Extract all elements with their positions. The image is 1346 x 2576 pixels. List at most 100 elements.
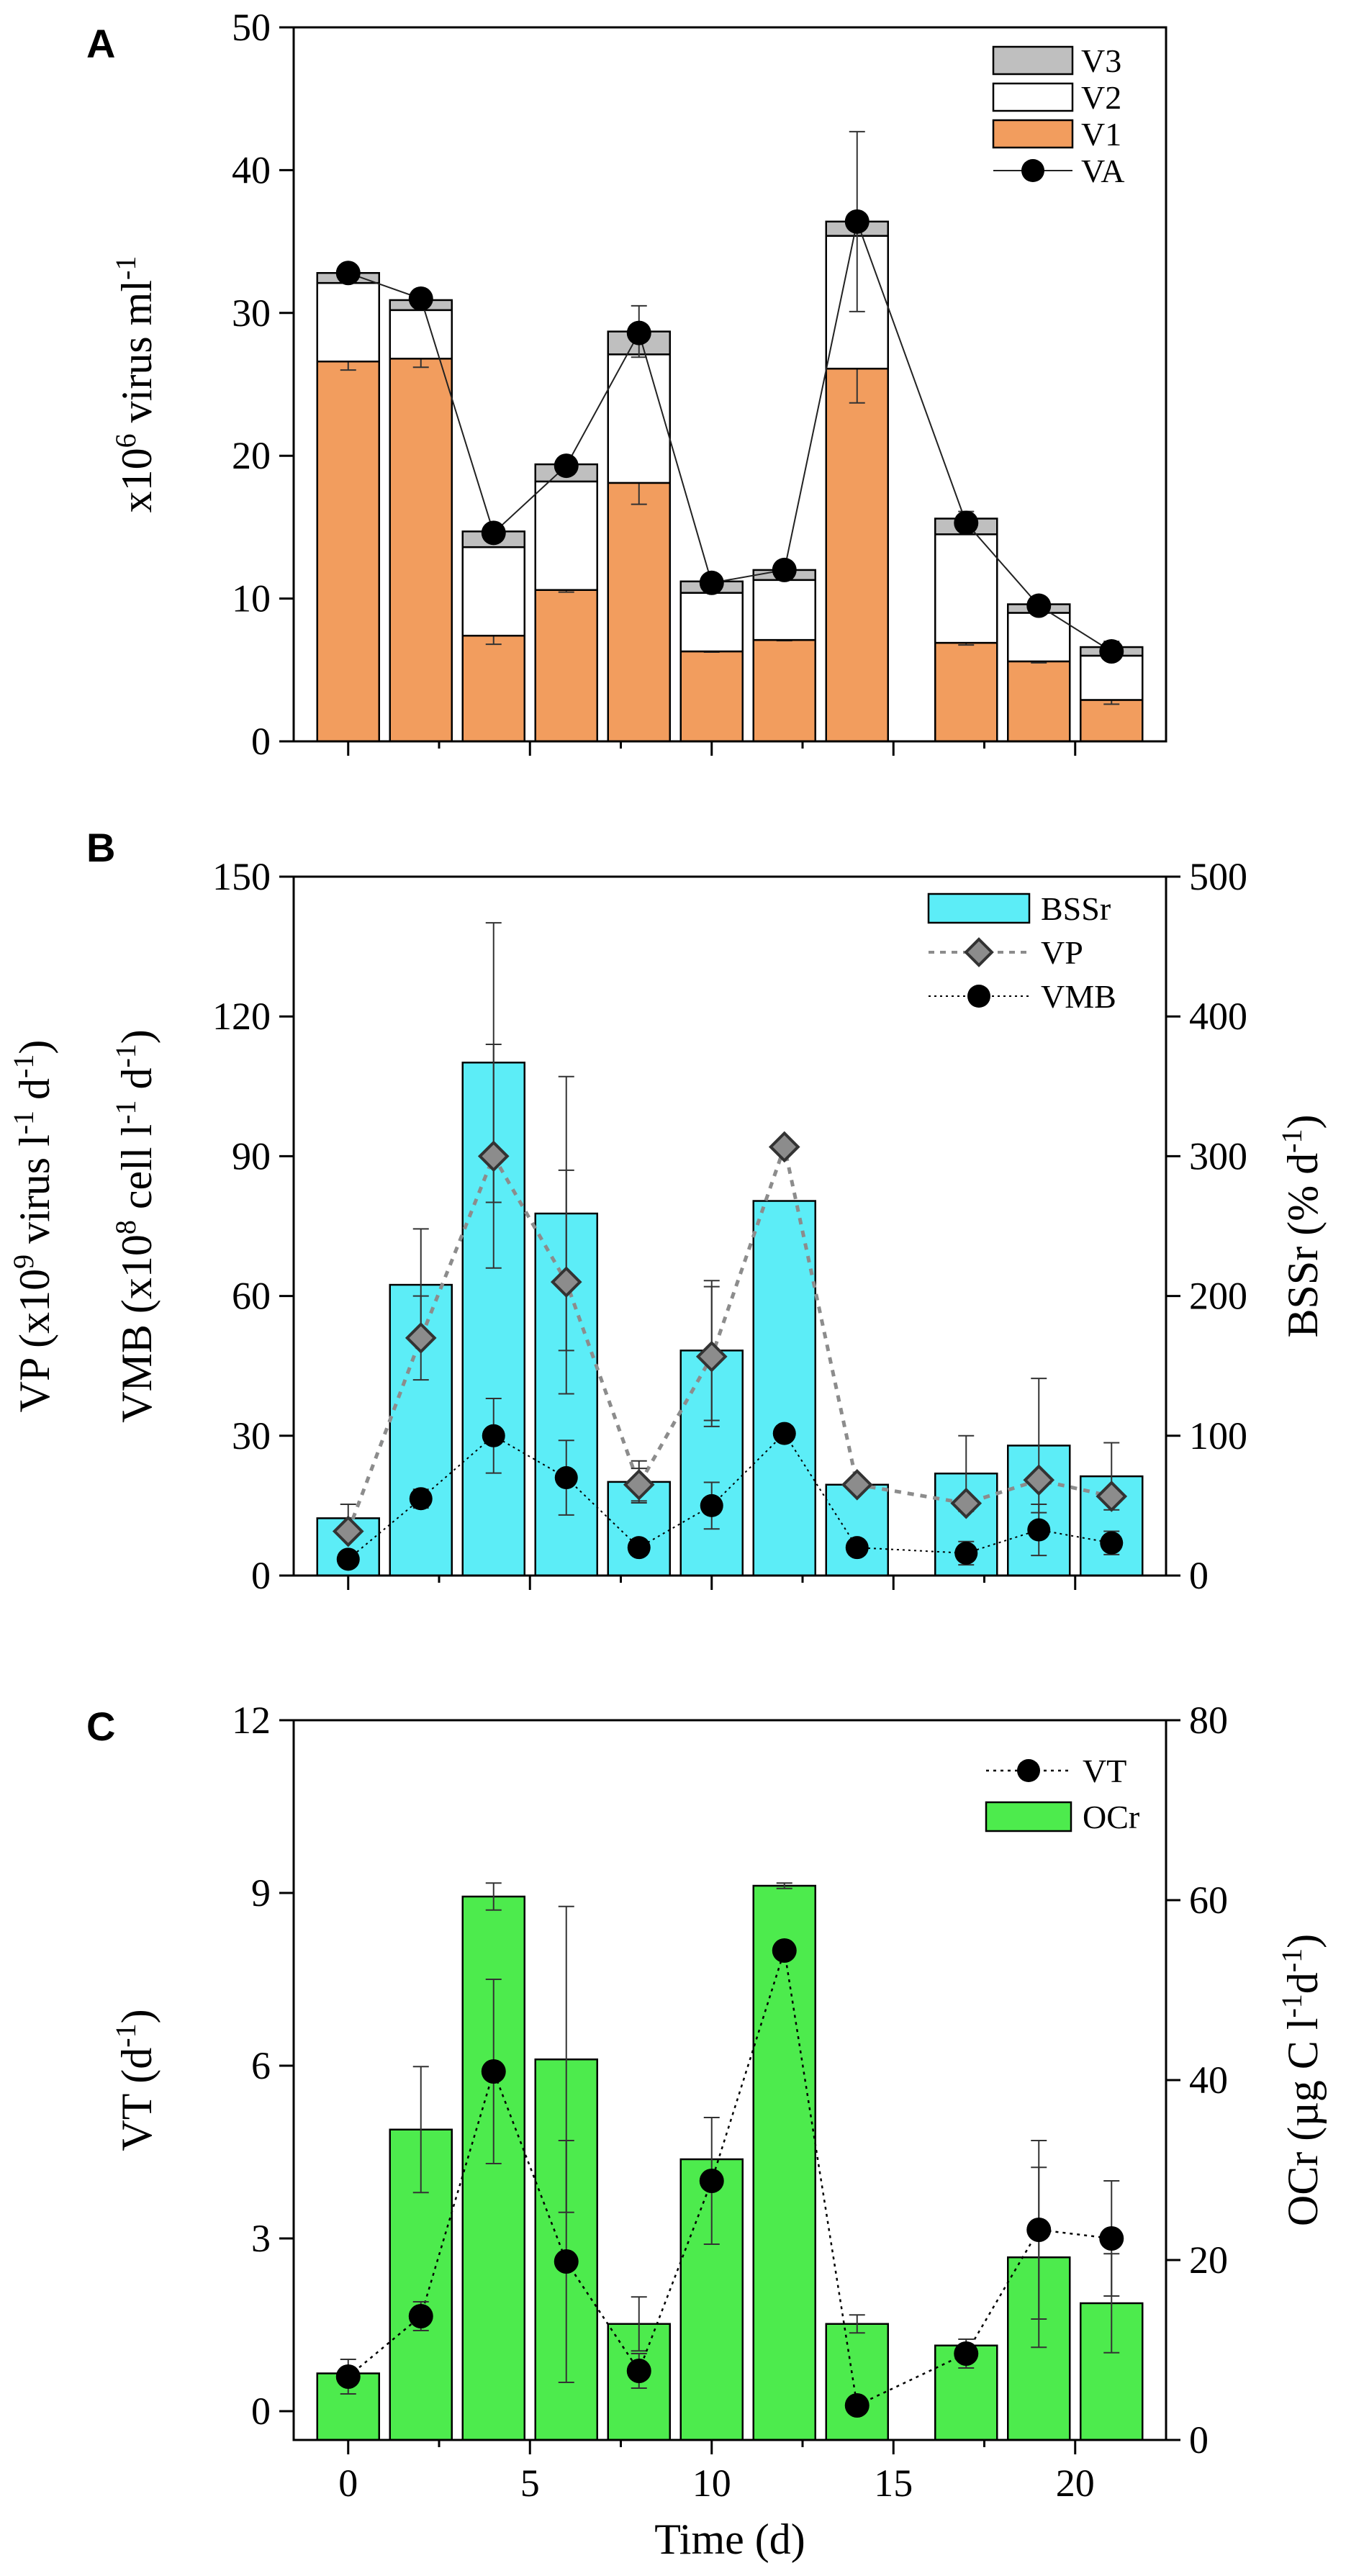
panel-b-y-label-vmb: VMB (x108 cell l-1 d-1) [109,1029,161,1423]
panel-c-y2-tick-label: 0 [1189,2418,1209,2462]
marker-vmb [336,1547,360,1571]
label-part: VP (x10 [11,1269,58,1412]
marker-va [408,286,433,311]
marker-vp [332,1515,364,1547]
marker-vt [335,2364,361,2389]
panel-a-y-label: x106 virus ml-1 [109,256,161,513]
panel-b-y-tick-label: 0 [251,1554,271,1597]
marker-vmb [482,1424,505,1447]
marker-vt [844,2393,870,2418]
marker-vmb [1100,1531,1124,1555]
panel-b-y-tick-label: 120 [212,995,271,1038]
label-sup: -1 [7,1111,40,1134]
marker-vt [772,1938,797,1963]
panel-letter-a: A [86,21,115,66]
legend-label-ocr: OCr [1083,1799,1139,1835]
panel-c-y-tick-label: 0 [251,2390,271,2433]
marker-vt [481,2059,506,2084]
marker-va [772,557,797,582]
label-part: ) [113,2009,161,2023]
legend-marker-va [1021,159,1044,182]
panel-b-y-tick-label: 150 [212,855,271,898]
bar-v2 [316,281,380,363]
label-sup: -1 [1275,1129,1308,1152]
panel-b-y2-tick-label: 200 [1189,1275,1247,1318]
panel-b-y-label-vp: VP (x109 virus l-1 d-1) [7,1040,59,1413]
label-sup: -1 [109,1101,142,1124]
bar-v2 [607,353,671,484]
panel-c-y-label: VT (d-1) [109,2009,161,2151]
marker-va [954,510,979,535]
legend-label-bssr: BSSr [1041,890,1111,927]
label-sup: 6 [109,433,142,448]
bar-v1 [825,367,889,743]
label-sup: 9 [7,1255,40,1269]
panel-b: 0 30 60 90 120 150 0 100 200 300 400 500 VP (x109 vi… [7,825,1327,1597]
bar-v1 [607,482,671,743]
marker-vmb [627,1536,651,1560]
legend-label-vp: VP [1041,934,1083,971]
marker-vp [405,1322,437,1354]
marker-va [844,209,870,234]
bar-v2 [461,546,525,637]
bar-v1 [461,634,525,743]
bar-v2 [752,579,816,641]
label-part: d [1279,1972,1327,1994]
marker-vp [695,1340,728,1373]
label-part: x10 [113,448,161,512]
panel-b-y-tick-label: 30 [232,1414,271,1458]
bar-v2 [1007,612,1071,663]
panel-c-x-tick-label: 0 [338,2462,358,2505]
label-sup: -1 [109,2023,142,2047]
marker-va [481,520,506,546]
marker-vt [699,2169,724,2193]
bar-v1 [1007,660,1071,743]
marker-vp [623,1468,655,1501]
marker-vmb [1027,1518,1051,1542]
marker-vmb [700,1493,723,1517]
label-sup: -1 [109,1044,142,1067]
panel-a-y-tick-label: 10 [232,577,271,620]
panel-c-x-label: Time (d) [654,2516,805,2563]
label-part: d [11,1078,58,1111]
marker-vt [1099,2226,1124,2251]
marker-vt [1026,2218,1052,2242]
bar-v2 [679,592,744,653]
marker-va [626,320,651,345]
marker-vp [477,1140,510,1172]
panel-b-y2-tick-label: 0 [1189,1554,1209,1597]
label-sup: -1 [1275,1948,1308,1972]
panel-c-x-tick-label: 15 [874,2462,913,2505]
bar-bssr [752,1200,816,1577]
panel-b-y2-tick-label: 500 [1189,855,1247,898]
panel-c-x-tick-label: 20 [1056,2462,1095,2505]
label-part: virus l [11,1134,58,1255]
bar-v1 [316,361,380,743]
marker-vmb [845,1536,869,1560]
legend-marker-vp [964,937,994,967]
panel-letter-c: C [86,1704,115,1749]
bar-v1 [534,589,598,743]
legend-label-vt: VT [1083,1753,1126,1789]
legend-swatch-ocr [985,1801,1072,1832]
panel-c-y-tick-label: 9 [251,1871,271,1915]
marker-va [554,453,579,479]
bar-v2 [389,309,453,360]
label-part: ) [1279,1934,1327,1948]
panel-c-y2-tick-label: 40 [1189,2058,1228,2102]
label-sup: -1 [7,1054,40,1078]
label-sup: -1 [1275,1994,1308,2017]
label-sup: 8 [109,1220,142,1234]
panel-c-y-tick-label: 6 [251,2044,271,2087]
label-part: VT (d [113,2048,161,2151]
panel-a-y-tick-label: 40 [232,148,271,191]
bar-v2 [934,533,998,644]
bar-ocr [461,1895,525,2441]
legend-swatch-v2 [992,82,1074,112]
marker-vp [550,1266,582,1298]
panel-a-y-tick-label: 50 [232,6,271,49]
panel-b-y2-tick-label: 400 [1189,995,1247,1038]
panel-c-y-tick-label: 3 [251,2217,271,2260]
